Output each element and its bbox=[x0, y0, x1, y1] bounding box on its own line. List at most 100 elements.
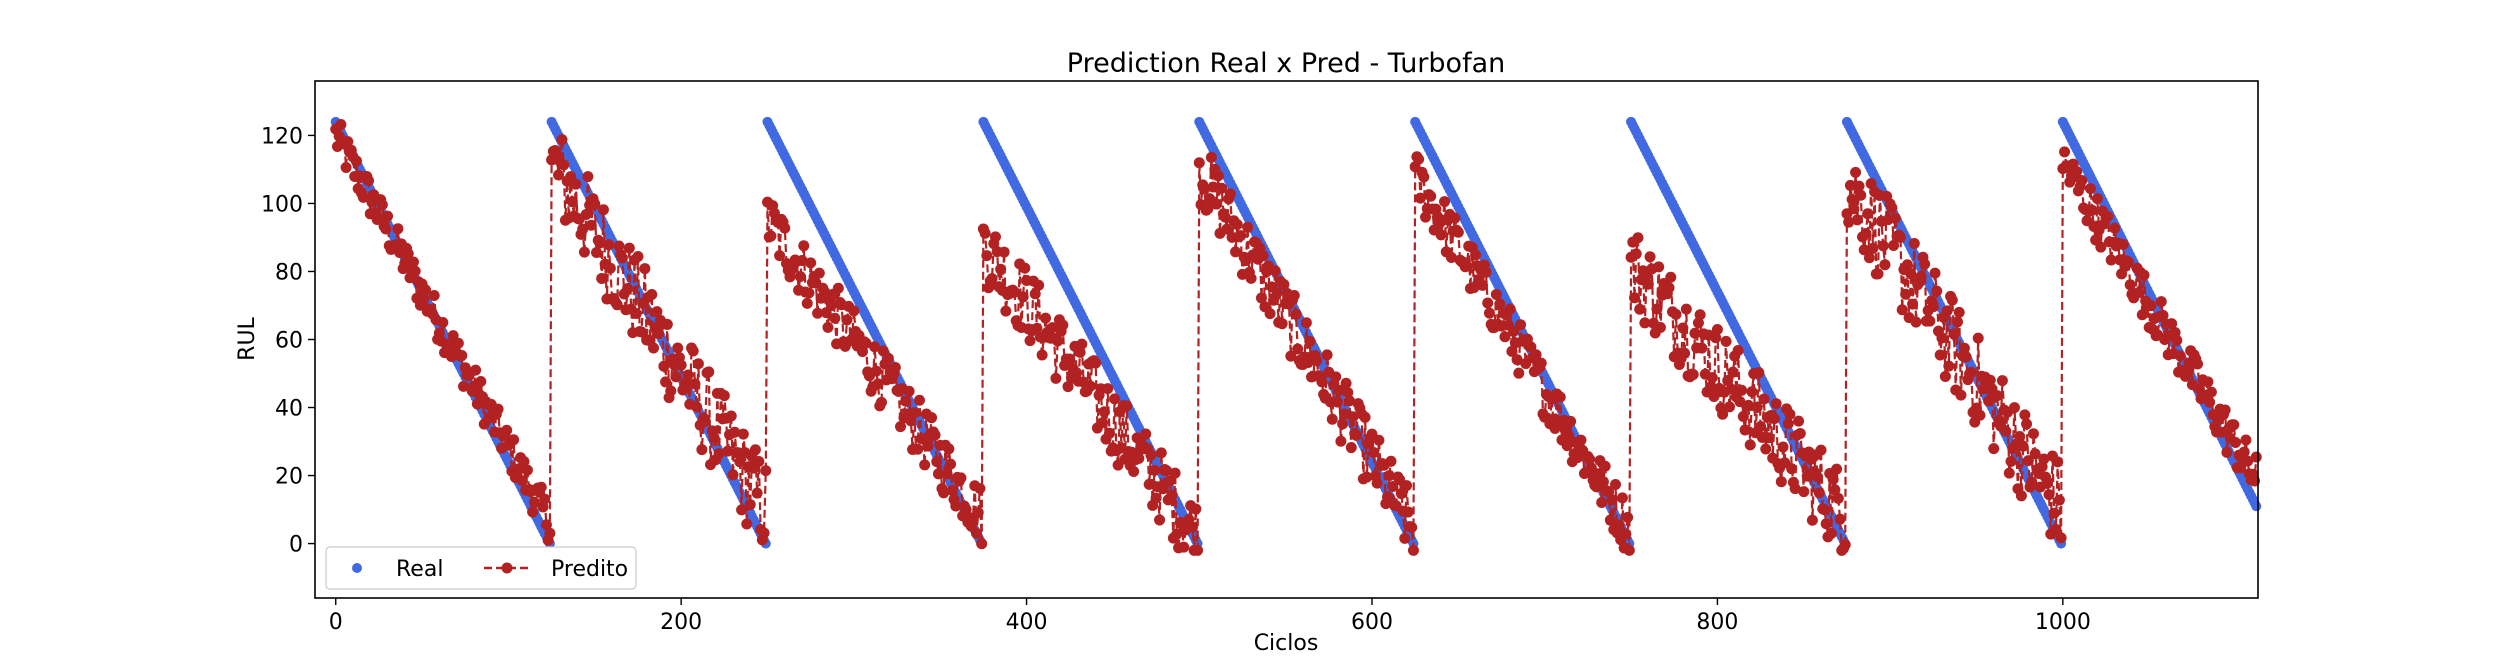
predito-point bbox=[589, 198, 601, 210]
predito-point bbox=[922, 440, 934, 452]
predito-point bbox=[1190, 503, 1202, 515]
predito-point bbox=[2136, 309, 2148, 321]
predito-point bbox=[501, 424, 513, 436]
predito-point bbox=[1385, 455, 1397, 467]
predito-point bbox=[1219, 211, 1231, 223]
predito-point bbox=[2084, 183, 2096, 195]
y-tick-label: 120 bbox=[261, 124, 303, 149]
predito-point bbox=[1687, 368, 1699, 380]
predito-point bbox=[1736, 384, 1748, 396]
predito-point bbox=[1910, 316, 1922, 328]
predito-point bbox=[516, 475, 528, 487]
predito-point bbox=[938, 487, 950, 499]
predito-point bbox=[646, 289, 658, 301]
predito-point bbox=[2071, 166, 2083, 178]
predito-point bbox=[382, 210, 394, 222]
predito-point bbox=[1150, 492, 1162, 504]
predito-point bbox=[527, 506, 539, 518]
predito-point bbox=[1414, 192, 1426, 204]
predito-point bbox=[1760, 443, 1772, 455]
predito-point bbox=[1480, 266, 1492, 278]
predito-point bbox=[1205, 151, 1217, 163]
predito-point bbox=[392, 223, 404, 235]
predito-point bbox=[1820, 518, 1832, 530]
predito-point bbox=[2021, 418, 2033, 430]
predito-point bbox=[1806, 514, 1818, 526]
predito-point bbox=[1361, 471, 1373, 483]
predito-point bbox=[1653, 261, 1665, 273]
predito-point bbox=[1387, 480, 1399, 492]
predito-point bbox=[1235, 230, 1247, 242]
predito-point bbox=[2205, 386, 2217, 398]
predito-point bbox=[1482, 297, 1494, 309]
predito-point bbox=[428, 290, 440, 302]
y-tick-label: 0 bbox=[289, 533, 303, 558]
predito-point bbox=[1984, 374, 1996, 386]
predito-point bbox=[342, 136, 354, 148]
y-tick-label: 20 bbox=[275, 465, 303, 490]
predito-point bbox=[1445, 252, 1457, 264]
predito-point bbox=[1844, 179, 1856, 191]
predito-point bbox=[1278, 278, 1290, 290]
predito-point bbox=[1630, 248, 1642, 260]
predito-point bbox=[2155, 296, 2167, 308]
predito-point bbox=[604, 262, 616, 274]
predito-point bbox=[335, 119, 347, 131]
predito-point bbox=[1604, 514, 1616, 526]
predito-point bbox=[578, 246, 590, 258]
predito-point bbox=[2230, 437, 2242, 449]
predito-point bbox=[1133, 452, 1145, 464]
predito-point bbox=[2003, 467, 2015, 479]
predito-point bbox=[1606, 494, 1618, 506]
predito-point bbox=[894, 421, 906, 433]
predito-point bbox=[919, 459, 931, 471]
predito-point bbox=[737, 428, 749, 440]
predito-point bbox=[869, 341, 881, 353]
predito-point bbox=[653, 328, 665, 340]
predito-point bbox=[670, 371, 682, 383]
predito-point bbox=[1768, 413, 1780, 425]
predito-point bbox=[1919, 258, 1931, 270]
predito-point bbox=[1831, 463, 1843, 475]
predito-point bbox=[2102, 210, 2114, 222]
predito-point bbox=[420, 284, 432, 296]
predito-point bbox=[1786, 463, 1798, 475]
predito-point bbox=[998, 246, 1010, 258]
predito-point bbox=[950, 500, 962, 512]
predito-point bbox=[1008, 286, 1020, 298]
predito-point bbox=[1221, 223, 1233, 235]
predito-point bbox=[1680, 303, 1692, 315]
predito-point bbox=[1886, 202, 1898, 214]
predito-point bbox=[765, 230, 777, 242]
predito-point bbox=[1941, 305, 1953, 317]
predito-point bbox=[2109, 222, 2121, 234]
predito-point bbox=[2124, 279, 2136, 291]
legend-box bbox=[325, 546, 637, 590]
predito-point bbox=[1525, 341, 1537, 353]
predito-point bbox=[1143, 478, 1155, 490]
predito-point bbox=[1036, 349, 1048, 361]
predito-point bbox=[1508, 325, 1520, 337]
predito-point bbox=[813, 267, 825, 279]
predito-point bbox=[1894, 231, 1906, 243]
predito-point bbox=[1724, 401, 1736, 413]
predito-point bbox=[1943, 360, 1955, 372]
real-point bbox=[2251, 501, 2262, 512]
predito-point bbox=[1064, 353, 1076, 365]
predito-point bbox=[1848, 203, 1860, 215]
predito-line-segment bbox=[1412, 153, 1631, 551]
predito-point bbox=[1103, 427, 1115, 439]
chart-title: Prediction Real x Pred - Turbofan bbox=[1067, 48, 1505, 79]
predito-point bbox=[1321, 349, 1333, 361]
predito-point bbox=[1024, 335, 1036, 347]
predito-point bbox=[1285, 350, 1297, 362]
predito-point bbox=[1708, 391, 1720, 403]
predito-point bbox=[1154, 514, 1166, 526]
predito-point bbox=[665, 385, 677, 397]
predito-point bbox=[475, 376, 487, 388]
predito-point bbox=[903, 385, 915, 397]
predito-point bbox=[452, 337, 464, 349]
predito-point bbox=[926, 412, 938, 424]
predito-point bbox=[1160, 465, 1172, 477]
predito-point bbox=[1777, 441, 1789, 453]
